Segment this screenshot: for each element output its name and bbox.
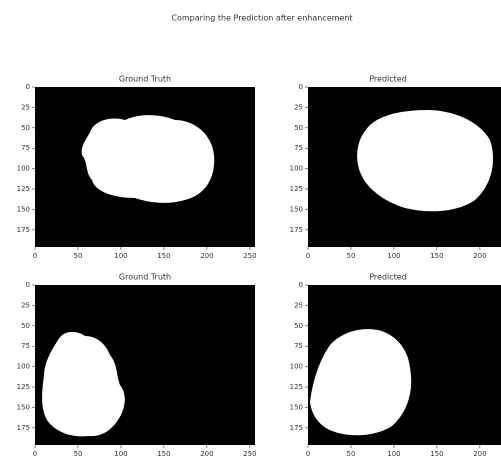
x-tick-label: 150 [430,252,443,260]
x-tick-label: 50 [74,252,83,260]
x-tick-label: 0 [33,252,37,260]
y-tick-label: 100 [290,363,303,371]
y-tick-label: 125 [17,383,30,391]
y-tick-label: 50 [21,124,30,132]
x-tick-label: 50 [347,450,356,458]
y-tick-label: 50 [294,124,303,132]
y-tick-label: 75 [294,144,303,152]
x-tick-label: 0 [33,450,37,458]
x-tick-label: 200 [200,450,213,458]
y-tick-label: 25 [294,301,303,309]
y-tick-label: 100 [290,165,303,173]
y-tick-label: 150 [17,205,30,213]
y-tick-label: 150 [17,403,30,411]
y-tick-label: 50 [294,322,303,330]
figure-title: Comparing the Prediction after enhanceme… [171,14,352,23]
y-tick-label: 100 [17,363,30,371]
x-tick-label: 150 [157,450,170,458]
y-tick-label: 125 [290,383,303,391]
y-tick-label: 0 [26,83,30,91]
x-tick-label: 0 [306,450,310,458]
x-tick-label: 250 [243,450,256,458]
x-tick-label: 100 [387,450,400,458]
x-tick-label: 150 [430,450,443,458]
y-tick-label: 100 [17,165,30,173]
x-tick-label: 200 [473,450,486,458]
y-tick-label: 0 [26,281,30,289]
y-tick-label: 25 [21,301,30,309]
x-tick-label: 50 [74,450,83,458]
y-tick-label: 25 [294,103,303,111]
panel-title: Predicted [369,273,407,282]
y-tick-label: 25 [21,103,30,111]
x-tick-label: 100 [114,450,127,458]
y-tick-label: 75 [294,342,303,350]
y-tick-label: 125 [290,185,303,193]
x-tick-label: 50 [347,252,356,260]
panel-title: Predicted [369,75,407,84]
x-tick-label: 150 [157,252,170,260]
y-tick-label: 75 [21,144,30,152]
x-tick-label: 200 [473,252,486,260]
y-tick-label: 0 [299,281,303,289]
panel-title: Ground Truth [119,273,171,282]
x-tick-label: 200 [200,252,213,260]
y-tick-label: 0 [299,83,303,91]
x-tick-label: 100 [114,252,127,260]
x-tick-label: 100 [387,252,400,260]
y-tick-label: 175 [290,226,303,234]
y-tick-label: 175 [290,424,303,432]
mask-blob [82,115,215,203]
y-tick-label: 175 [17,424,30,432]
y-tick-label: 175 [17,226,30,234]
figure: Comparing the Prediction after enhanceme… [0,0,501,460]
y-tick-label: 150 [290,205,303,213]
y-tick-label: 125 [17,185,30,193]
x-tick-label: 0 [306,252,310,260]
y-tick-label: 150 [290,403,303,411]
x-tick-label: 250 [243,252,256,260]
y-tick-label: 50 [21,322,30,330]
panel-title: Ground Truth [119,75,171,84]
y-tick-label: 75 [21,342,30,350]
